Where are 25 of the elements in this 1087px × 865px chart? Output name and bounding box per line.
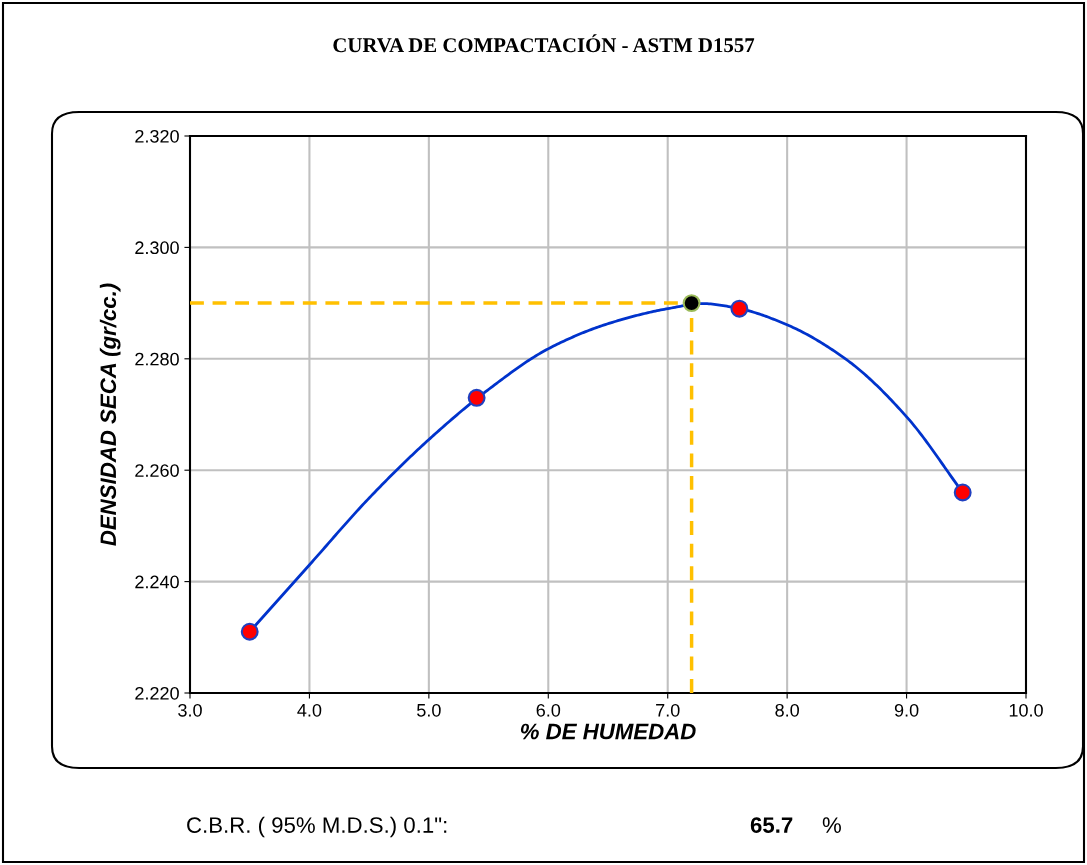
y-tick-label: 2.260: [135, 464, 179, 477]
x-tick-label: 6.0: [536, 703, 561, 717]
y-axis-title: DENSIDAD SECA (gr/cc.): [99, 283, 121, 546]
point: [953, 483, 972, 502]
text: C.B.R. ( 95% M.D.S.) 0.1":: [187, 816, 447, 838]
y-tick-label: 2.300: [135, 241, 179, 255]
point: [467, 388, 486, 407]
y-tick-label: 2.320: [135, 129, 179, 143]
x-axis-title: % DE HUMEDAD: [520, 723, 696, 740]
chart-title: CURVA DE COMPACTACIÓN - ASTM D1557: [333, 34, 755, 53]
x-tick-label: 7.0: [656, 703, 680, 717]
y-tick-label: 2.280: [135, 352, 179, 366]
text: %: [822, 817, 841, 833]
x-tick-label: 9.0: [894, 703, 919, 717]
text: 65.7: [750, 817, 793, 833]
point: [730, 299, 749, 318]
x-tick-label: 5.0: [417, 703, 441, 717]
x-tick-label: 4.0: [297, 703, 322, 717]
y-tick-label: 2.220: [135, 686, 179, 700]
x-tick-label: 10.0: [1009, 703, 1043, 717]
x-tick-label: 8.0: [775, 703, 799, 717]
point: [240, 622, 259, 641]
x-tick-label: 3.0: [178, 703, 202, 717]
y-tick-label: 2.240: [135, 575, 179, 589]
point: [682, 294, 701, 313]
